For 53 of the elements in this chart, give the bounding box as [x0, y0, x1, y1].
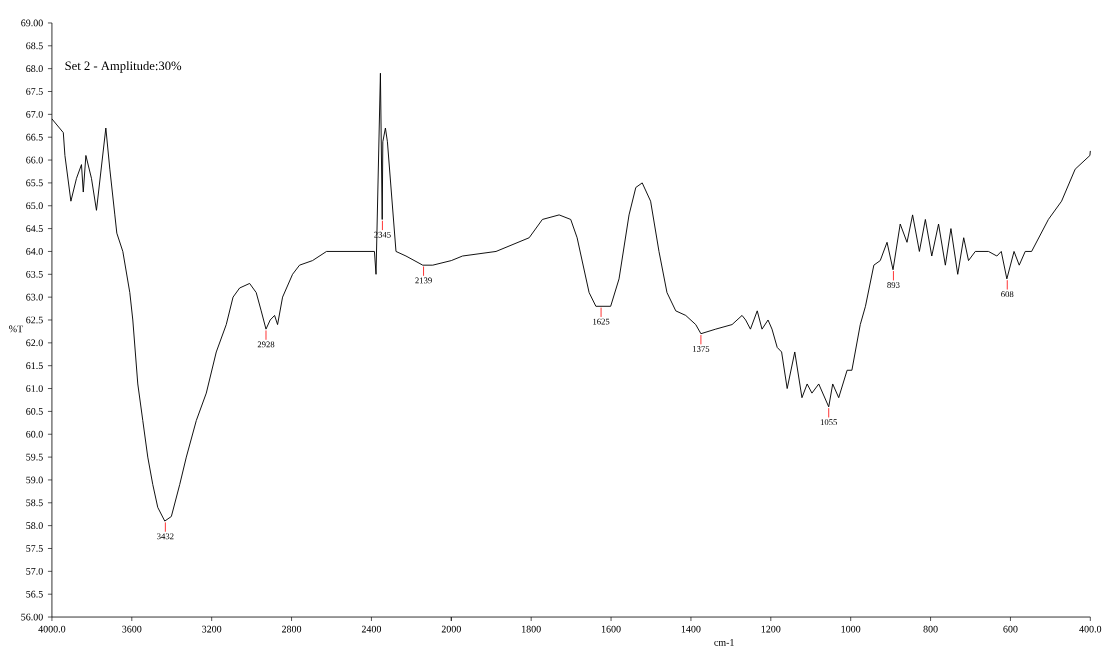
- y-tick-label: 59.5: [26, 453, 43, 461]
- y-tick-label: 56.00: [21, 613, 43, 621]
- x-tick-label: 800: [923, 625, 938, 633]
- annotation: 3432: [157, 533, 174, 540]
- y-tick-label: 65.0: [26, 202, 43, 210]
- y-tick-label: 58.0: [26, 522, 43, 530]
- x-tick-label: 1400: [681, 625, 701, 633]
- x-tick-label: 2400: [361, 625, 382, 633]
- x-tick-label: 2000: [441, 625, 461, 633]
- annotation: 1375: [693, 346, 710, 352]
- x-tick-label: 3600: [122, 625, 142, 633]
- annotation: 2139: [415, 277, 432, 284]
- y-tick-label: 61.5: [26, 362, 43, 370]
- annotation: 1055: [820, 419, 838, 426]
- y-tick-label: 67.5: [26, 88, 43, 95]
- x-tick-label: 600: [1003, 625, 1018, 633]
- y-tick-label: 60.5: [26, 408, 43, 415]
- y-axis-title: %T: [9, 325, 24, 333]
- x-tick-label: 1600: [601, 625, 621, 633]
- y-tick-label: 56.5: [26, 590, 43, 598]
- y-tick-label: 62.5: [26, 316, 43, 324]
- y-tick-label: 65.5: [26, 179, 43, 187]
- x-tick-label: 3200: [202, 625, 222, 633]
- annotation: 2345: [374, 231, 391, 238]
- y-tick-label: 64.0: [26, 248, 43, 255]
- x-tick-label: 1000: [841, 625, 861, 633]
- y-tick-label: 57.5: [26, 545, 43, 552]
- y-tick-label: 60.0: [26, 430, 43, 438]
- y-tick-label: 62.0: [26, 339, 43, 347]
- y-tick-label: 59.0: [26, 476, 43, 484]
- text: Set 2 - Amplitude:30%: [65, 61, 182, 73]
- y-tick-label: 64.5: [26, 225, 43, 232]
- y-tick-label: 61.0: [26, 385, 43, 392]
- y-tick-label: 66.0: [26, 156, 43, 164]
- y-tick-label: 58.5: [26, 499, 43, 507]
- y-tick-label: 68.0: [26, 65, 43, 73]
- y-tick-label: 68.5: [26, 42, 43, 50]
- y-tick-label: 69.00: [21, 19, 43, 27]
- y-tick-label: 66.5: [26, 133, 43, 141]
- x-tick-label: 1200: [761, 625, 781, 633]
- x-tick-label: 2800: [282, 625, 302, 633]
- x-tick-label: 4000.0: [38, 625, 66, 633]
- y-tick-label: 63.5: [26, 270, 43, 278]
- annotation: 608: [1001, 291, 1014, 298]
- x-tick-label: 400.0: [1079, 625, 1102, 633]
- annotation: 2928: [257, 341, 275, 348]
- x-axis-title: cm-1: [714, 639, 734, 646]
- annotation: 893: [887, 282, 900, 288]
- y-tick-label: 63.0: [26, 293, 43, 301]
- x-tick-label: 1800: [522, 625, 541, 633]
- y-tick-label: 57.0: [26, 567, 43, 575]
- annotation: 1625: [593, 318, 610, 325]
- y-tick-label: 67.0: [26, 110, 43, 118]
